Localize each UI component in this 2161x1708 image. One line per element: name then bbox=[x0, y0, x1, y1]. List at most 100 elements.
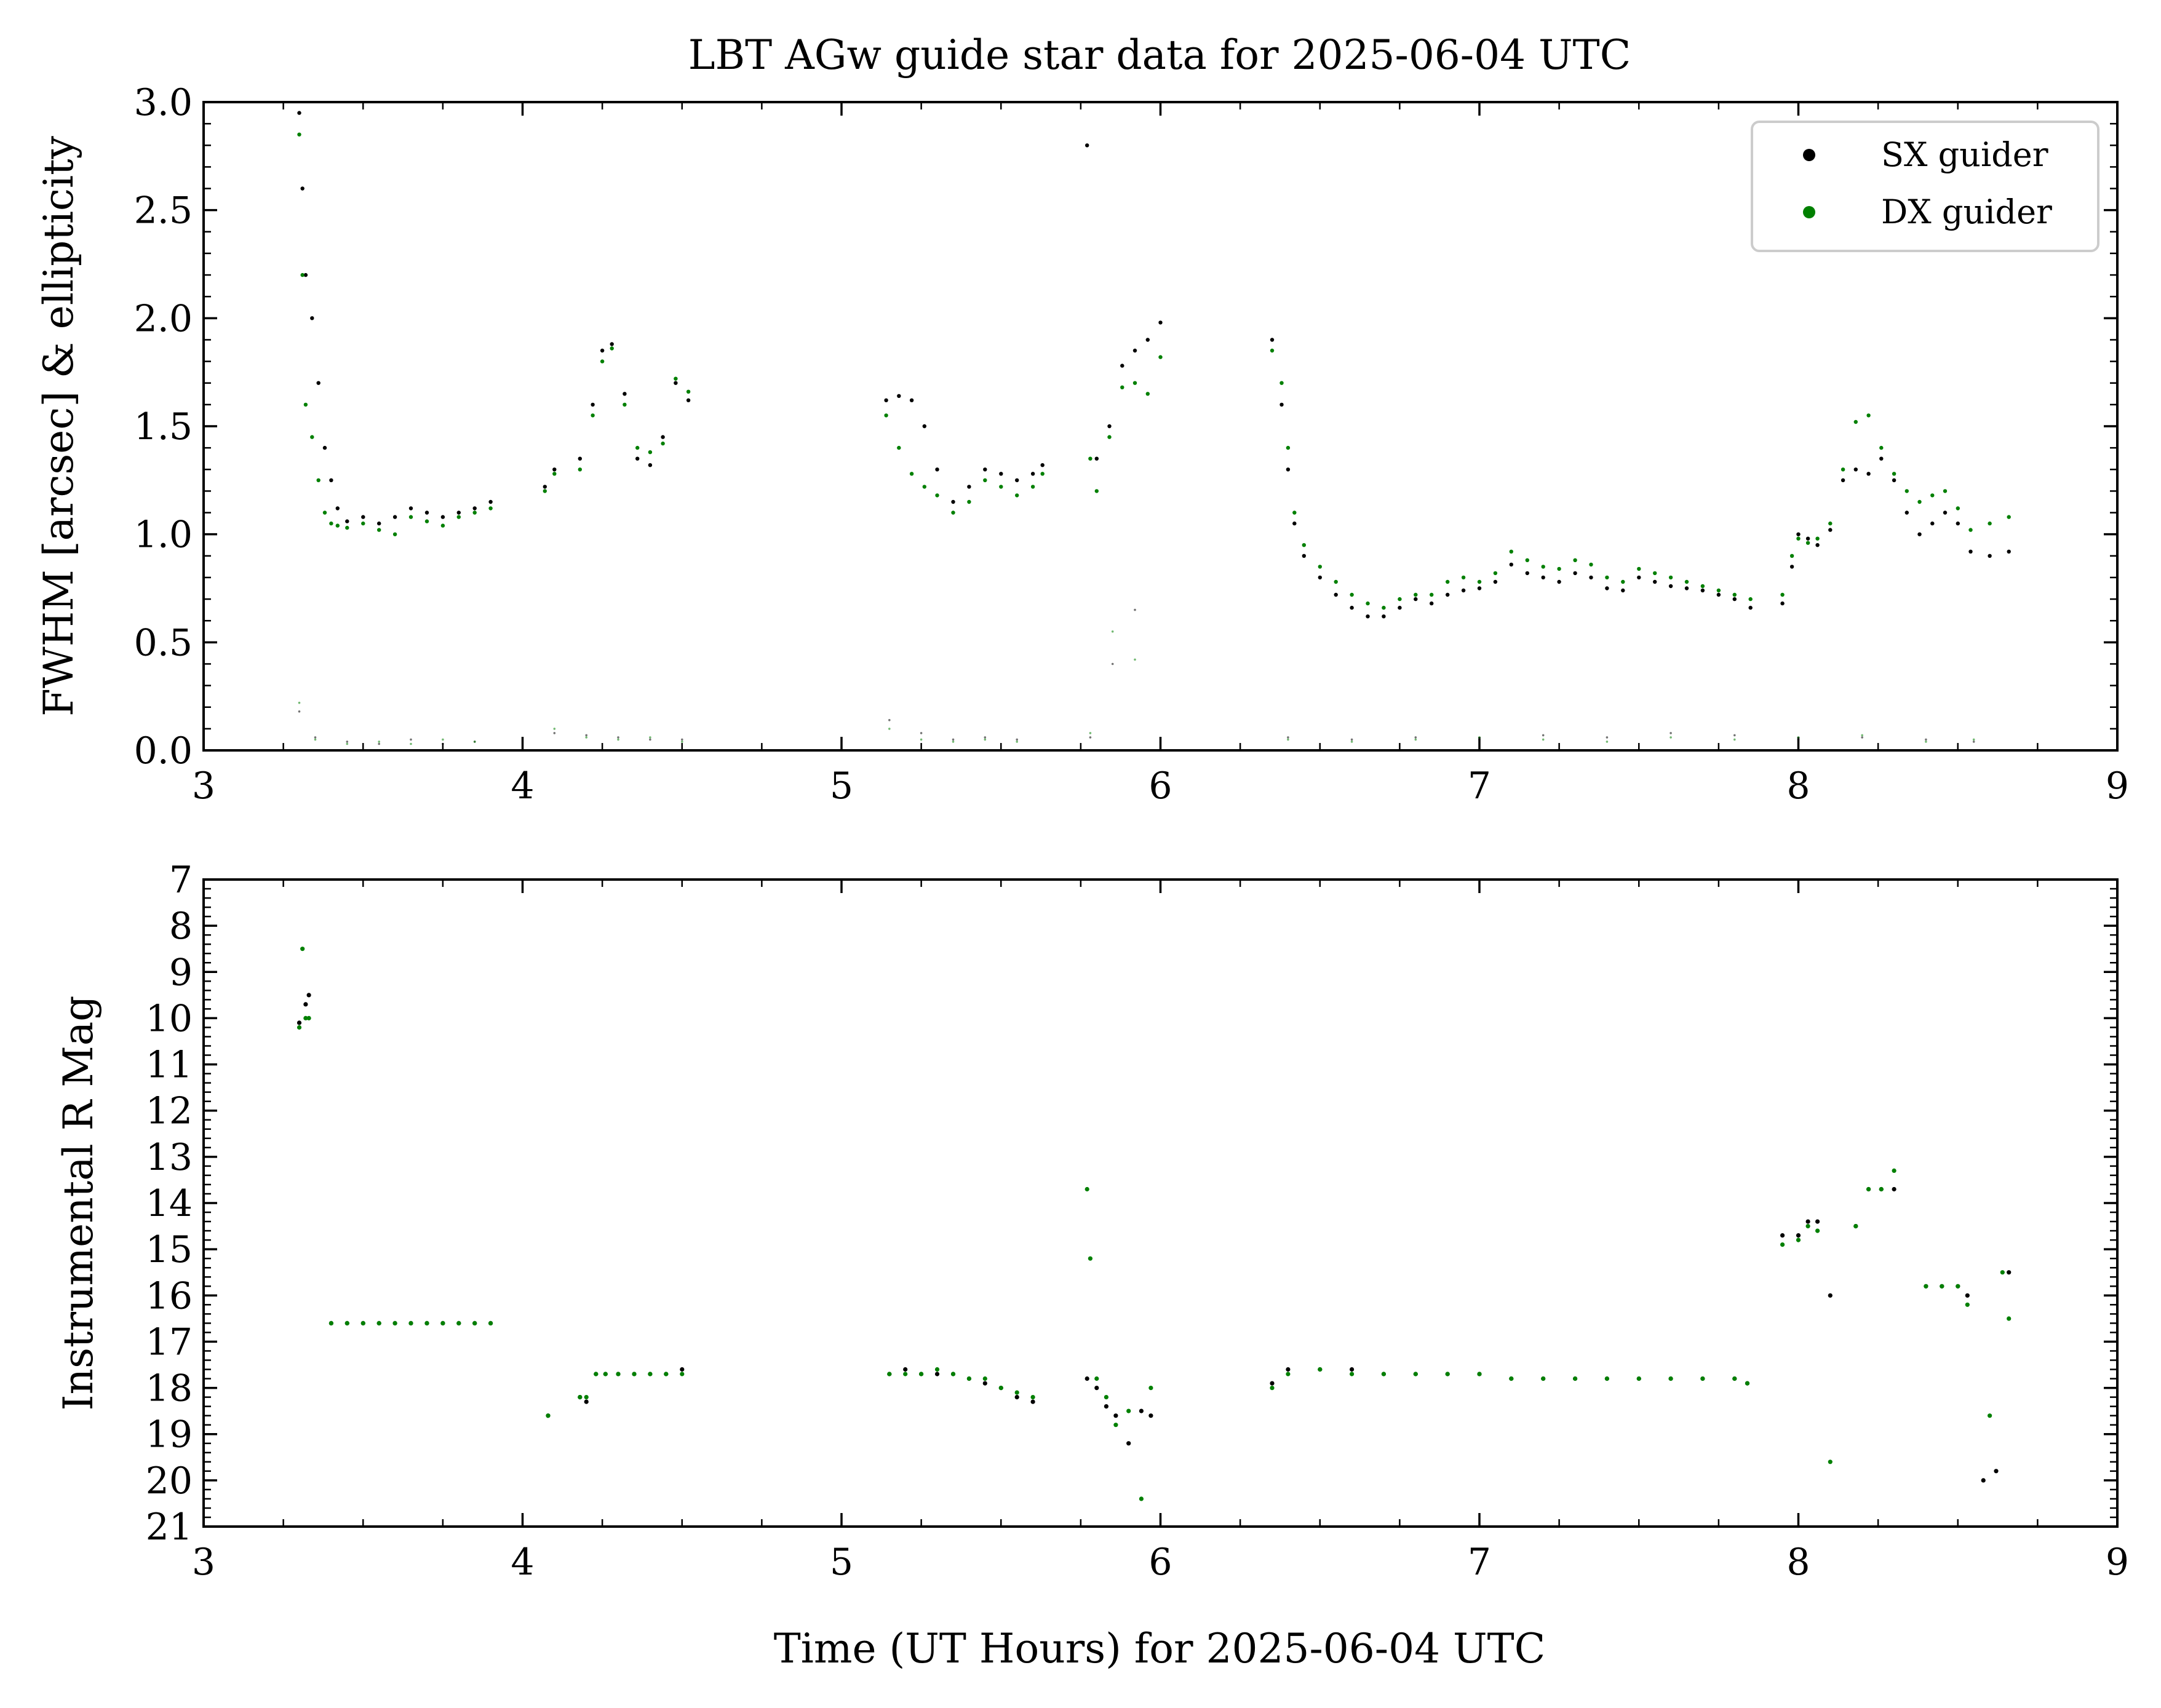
dx-guider-point bbox=[1015, 493, 1019, 498]
dx-ellipticity-point bbox=[649, 736, 651, 739]
dx-guider-point bbox=[982, 1376, 987, 1381]
y-tick-label: 7 bbox=[169, 859, 193, 902]
sx-guider-point bbox=[1621, 588, 1625, 593]
dx-guider-point bbox=[1796, 536, 1801, 541]
sx-guider-point bbox=[322, 445, 327, 450]
sx-ellipticity-point bbox=[1414, 736, 1417, 739]
dx-guider-point bbox=[610, 346, 614, 351]
sx-guider-point bbox=[967, 485, 971, 489]
sx-guider-point bbox=[1279, 402, 1284, 407]
dx-guider-point bbox=[456, 1321, 461, 1325]
sx-ellipticity-point bbox=[1733, 734, 1736, 737]
dx-guider-point bbox=[1557, 566, 1561, 571]
sx-ellipticity-point bbox=[617, 736, 619, 739]
sx-guider-point bbox=[1994, 1469, 1999, 1474]
dx-ellipticity-point bbox=[1134, 658, 1136, 661]
dx-guider-point bbox=[1684, 579, 1689, 584]
dx-guider-point bbox=[1509, 549, 1513, 554]
sx-guider-point bbox=[488, 499, 493, 504]
sx-guider-point bbox=[935, 467, 939, 472]
y-tick-label: 1.0 bbox=[134, 514, 193, 557]
dx-guider-point bbox=[1604, 1376, 1609, 1381]
dx-ellipticity-point bbox=[473, 741, 476, 743]
sx-guider-point bbox=[1158, 320, 1163, 325]
sx-guider-point bbox=[584, 1399, 589, 1404]
sx-guider-point bbox=[1292, 521, 1297, 526]
dx-guider-point bbox=[1892, 472, 1896, 476]
dx-guider-point bbox=[1636, 1376, 1641, 1381]
dx-guider-point bbox=[1381, 1372, 1386, 1376]
y-tick-label: 14 bbox=[146, 1182, 193, 1225]
sx-guider-point bbox=[951, 499, 955, 504]
sx-guider-point bbox=[934, 1372, 940, 1376]
sx-ellipticity-point bbox=[681, 738, 683, 741]
sx-guider-point bbox=[1968, 549, 1973, 554]
sx-guider-point bbox=[591, 402, 595, 407]
sx-guider-point bbox=[552, 467, 557, 472]
y-tick-label: 17 bbox=[146, 1321, 193, 1364]
x-tick-label: 4 bbox=[511, 765, 534, 808]
x-tick-label: 6 bbox=[1148, 765, 1172, 808]
sx-guider-point bbox=[1796, 532, 1801, 536]
sx-guider-point bbox=[1509, 562, 1513, 567]
y-tick-label: 18 bbox=[146, 1367, 193, 1410]
sx-guider-point bbox=[1965, 1293, 1970, 1298]
dx-ellipticity-point bbox=[314, 738, 317, 741]
sx-guider-point bbox=[1286, 467, 1291, 472]
dx-ellipticity-point bbox=[1287, 738, 1289, 741]
dx-guider-point bbox=[1132, 381, 1137, 385]
y-tick-label: 16 bbox=[146, 1274, 193, 1317]
sx-guider-point bbox=[1892, 478, 1896, 482]
sx-guider-point bbox=[303, 1002, 308, 1007]
dx-guider-point bbox=[1748, 597, 1753, 602]
sx-guider-point bbox=[303, 272, 308, 277]
dx-ellipticity-point bbox=[1606, 741, 1609, 743]
sx-guider-point bbox=[345, 519, 349, 523]
dx-ellipticity-point bbox=[553, 728, 556, 730]
sx-guider-point bbox=[543, 485, 547, 489]
legend: SX guider DX guider bbox=[1751, 121, 2099, 252]
x-tick-label: 8 bbox=[1786, 1541, 1810, 1584]
dx-guider-point bbox=[897, 445, 901, 450]
sx-ellipticity-point bbox=[314, 736, 317, 739]
dx-guider-point bbox=[1968, 528, 1973, 532]
legend-sx-marker bbox=[1803, 149, 1815, 161]
sx-guider-point bbox=[1107, 424, 1112, 429]
dx-guider-point bbox=[1828, 1460, 1833, 1464]
dx-guider-point bbox=[887, 1372, 892, 1376]
y-tick-label: 2.0 bbox=[134, 297, 193, 340]
sx-guider-point bbox=[1796, 1233, 1801, 1238]
dx-guider-point bbox=[1525, 558, 1529, 562]
sx-guider-point bbox=[1589, 575, 1593, 580]
sx-guider-point bbox=[600, 348, 605, 353]
sx-ellipticity-point bbox=[298, 710, 301, 713]
sx-guider-point bbox=[1943, 510, 1948, 515]
sx-guider-point bbox=[1120, 363, 1124, 368]
dx-ellipticity-point bbox=[1089, 732, 1092, 734]
dx-guider-point bbox=[578, 1395, 583, 1400]
dx-ellipticity-point bbox=[1414, 738, 1417, 741]
sx-guider-point bbox=[884, 398, 888, 402]
sx-guider-point bbox=[1084, 1376, 1089, 1381]
dx-guider-point bbox=[1477, 1372, 1482, 1376]
sx-guider-point bbox=[456, 510, 461, 515]
dx-guider-point bbox=[1126, 1408, 1131, 1413]
dx-guider-point bbox=[1988, 1413, 1992, 1418]
dx-guider-point bbox=[2000, 1270, 2005, 1275]
sx-guider-point bbox=[1113, 1413, 1118, 1418]
dx-ellipticity-point bbox=[1733, 738, 1736, 741]
dx-guider-point bbox=[648, 1372, 653, 1376]
sx-guider-point bbox=[623, 392, 627, 396]
sx-guider-point bbox=[1557, 579, 1561, 584]
bottom-axis-ticks bbox=[202, 878, 2119, 1528]
dx-guider-point bbox=[1014, 1390, 1019, 1395]
sx-guider-point bbox=[1030, 472, 1035, 476]
dx-guider-point bbox=[1158, 355, 1163, 359]
sx-guider-point bbox=[1382, 614, 1386, 619]
x-tick-label: 7 bbox=[1468, 765, 1491, 808]
dx-guider-point bbox=[297, 132, 301, 137]
sx-guider-point bbox=[1716, 592, 1721, 597]
dx-guider-point bbox=[329, 521, 333, 526]
sx-guider-point bbox=[1853, 467, 1858, 472]
